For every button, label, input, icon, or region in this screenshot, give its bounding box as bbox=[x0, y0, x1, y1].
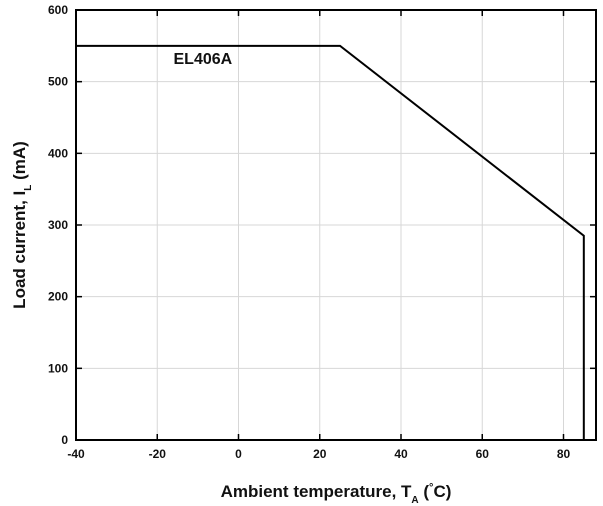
y-tick-label: 100 bbox=[48, 361, 68, 375]
x-axis-unit-prefix: ( bbox=[419, 482, 430, 501]
x-axis-label-main: Ambient temperature, T bbox=[221, 482, 412, 501]
x-axis-label-subscript: A bbox=[411, 495, 418, 506]
x-tick-label: 80 bbox=[557, 447, 571, 461]
y-tick-label: 0 bbox=[61, 433, 68, 447]
y-tick-label: 300 bbox=[48, 218, 68, 232]
x-tick-label: 40 bbox=[394, 447, 408, 461]
x-axis-label: Ambient temperature, TA (°C) bbox=[221, 482, 452, 506]
x-tick-label: -40 bbox=[67, 447, 85, 461]
y-axis-unit: (mA) bbox=[10, 141, 29, 184]
series-layer bbox=[76, 46, 584, 440]
x-tick-label: -20 bbox=[149, 447, 167, 461]
x-axis-unit-suffix: C) bbox=[433, 482, 451, 501]
label-layer: -40 -20 0 20 40 60 80 0 100 200 300 400 500 600 EL406A… bbox=[10, 3, 570, 506]
x-tick-label: 20 bbox=[313, 447, 327, 461]
y-axis-label: Load current, IL (mA) bbox=[10, 141, 34, 309]
y-tick-label: 600 bbox=[48, 3, 68, 17]
x-tick-label: 60 bbox=[476, 447, 490, 461]
y-tick-label: 200 bbox=[48, 290, 68, 304]
derating-curve bbox=[76, 46, 584, 440]
grid-layer bbox=[76, 10, 596, 440]
y-tick-label: 400 bbox=[48, 146, 68, 160]
series-annotation: EL406A bbox=[174, 51, 233, 68]
y-axis-label-main: Load current, I bbox=[10, 191, 29, 309]
y-tick-label: 500 bbox=[48, 75, 68, 89]
x-tick-label: 0 bbox=[235, 447, 242, 461]
